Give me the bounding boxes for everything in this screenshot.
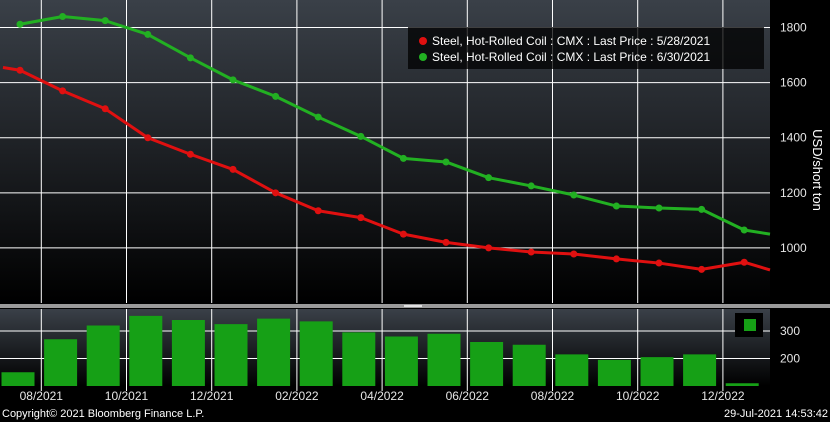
x-tick-label: 12/2021: [190, 389, 234, 403]
volume-bar: [129, 315, 163, 386]
series-0-point: [612, 255, 620, 263]
volume-bar: [725, 383, 759, 386]
series-0-point: [16, 66, 24, 74]
series-1-point: [527, 182, 535, 190]
price-y-tick: 1000: [780, 241, 807, 255]
series-1-point: [399, 154, 407, 162]
volume-bar: [299, 321, 333, 386]
x-tick-label: 08/2022: [531, 389, 575, 403]
price-y-tick: 1200: [780, 186, 807, 200]
volume-bars: [1, 315, 759, 386]
series-0-point: [485, 244, 493, 252]
series-1-point: [357, 132, 365, 140]
series-0-point: [101, 105, 109, 113]
series-0-point: [740, 258, 748, 266]
volume-bar: [342, 332, 376, 386]
series-0-point: [442, 238, 450, 246]
volume-y-tick: 200: [780, 352, 800, 366]
series-1-point: [229, 76, 237, 84]
x-axis-ticks: 08/2021 10/2021 12/2021 02/2022 04/2022 06/20…: [20, 386, 745, 403]
volume-y-axis-ticks: 200 300: [780, 324, 800, 366]
series-0-point: [357, 214, 365, 222]
series-0-point: [186, 150, 194, 158]
series-1-point: [16, 20, 24, 28]
series-1-point: [144, 30, 152, 38]
x-tick-label: 12/2022: [701, 389, 745, 403]
volume-bar: [512, 344, 546, 386]
volume-bar: [597, 359, 631, 386]
series-0-point: [144, 134, 152, 142]
series-1-point: [272, 92, 280, 100]
x-tick-label: 06/2022: [446, 389, 490, 403]
legend-box: [408, 27, 764, 69]
series-0-point: [272, 189, 280, 197]
volume-bar: [683, 354, 717, 386]
series-1-point: [740, 226, 748, 234]
x-tick-label: 02/2022: [275, 389, 319, 403]
volume-bar: [171, 320, 205, 386]
timestamp-text: 29-Jul-2021 14:53:42: [724, 408, 828, 420]
legend-label-6-30-2021: Steel, Hot-Rolled Coil : CMX : Last Pric…: [432, 50, 710, 64]
series-1-point: [314, 113, 322, 121]
volume-bar: [470, 342, 504, 386]
series-0-point: [314, 207, 322, 215]
copyright-text: Copyright© 2021 Bloomberg Finance L.P.: [2, 408, 204, 420]
series-0-point: [698, 265, 706, 273]
volume-bar: [86, 325, 120, 386]
volume-legend-marker: [744, 319, 756, 331]
series-1-point: [698, 205, 706, 213]
series-0-point: [59, 87, 67, 95]
series-0-point: [655, 259, 663, 267]
volume-bar: [44, 339, 78, 386]
series-0-point: [527, 248, 535, 256]
legend: Steel, Hot-Rolled Coil : CMX : Last Pric…: [408, 27, 764, 69]
x-tick-label: 08/2021: [20, 389, 64, 403]
series-1-point: [101, 17, 109, 25]
series-line-0: [2, 66, 771, 272]
series-0-point: [570, 250, 578, 258]
price-y-tick: 1400: [780, 131, 807, 145]
x-tick-label: 10/2021: [105, 389, 149, 403]
series-1-point: [655, 204, 663, 212]
series-1-point: [442, 158, 450, 166]
series-1-point: [186, 54, 194, 62]
series-0-point: [229, 165, 237, 173]
volume-bar: [555, 354, 589, 386]
series-0-point: [399, 230, 407, 238]
volume-bar: [384, 336, 418, 386]
volume-bar: [214, 324, 248, 386]
volume-y-tick: 300: [780, 324, 800, 338]
series-1-point: [59, 13, 67, 21]
separator-handle[interactable]: [404, 305, 422, 307]
legend-marker-red: [419, 37, 427, 45]
y-axis-label: USD/short ton: [810, 129, 825, 211]
price-y-axis-ticks: 1000 1200 1400 1600 1800: [780, 21, 807, 255]
series-1-point: [570, 191, 578, 199]
price-series-lines: [2, 13, 771, 273]
volume-bar: [640, 357, 674, 386]
volume-bar: [427, 333, 461, 386]
volume-bar: [257, 318, 291, 386]
price-y-tick: 1800: [780, 21, 807, 35]
legend-label-5-28-2021: Steel, Hot-Rolled Coil : CMX : Last Pric…: [432, 34, 710, 48]
x-tick-label: 04/2022: [360, 389, 404, 403]
series-1-point: [612, 202, 620, 210]
series-1-point: [485, 174, 493, 182]
x-tick-label: 10/2022: [616, 389, 660, 403]
legend-marker-green: [419, 53, 427, 61]
volume-bar: [1, 372, 35, 386]
price-y-tick: 1600: [780, 76, 807, 90]
